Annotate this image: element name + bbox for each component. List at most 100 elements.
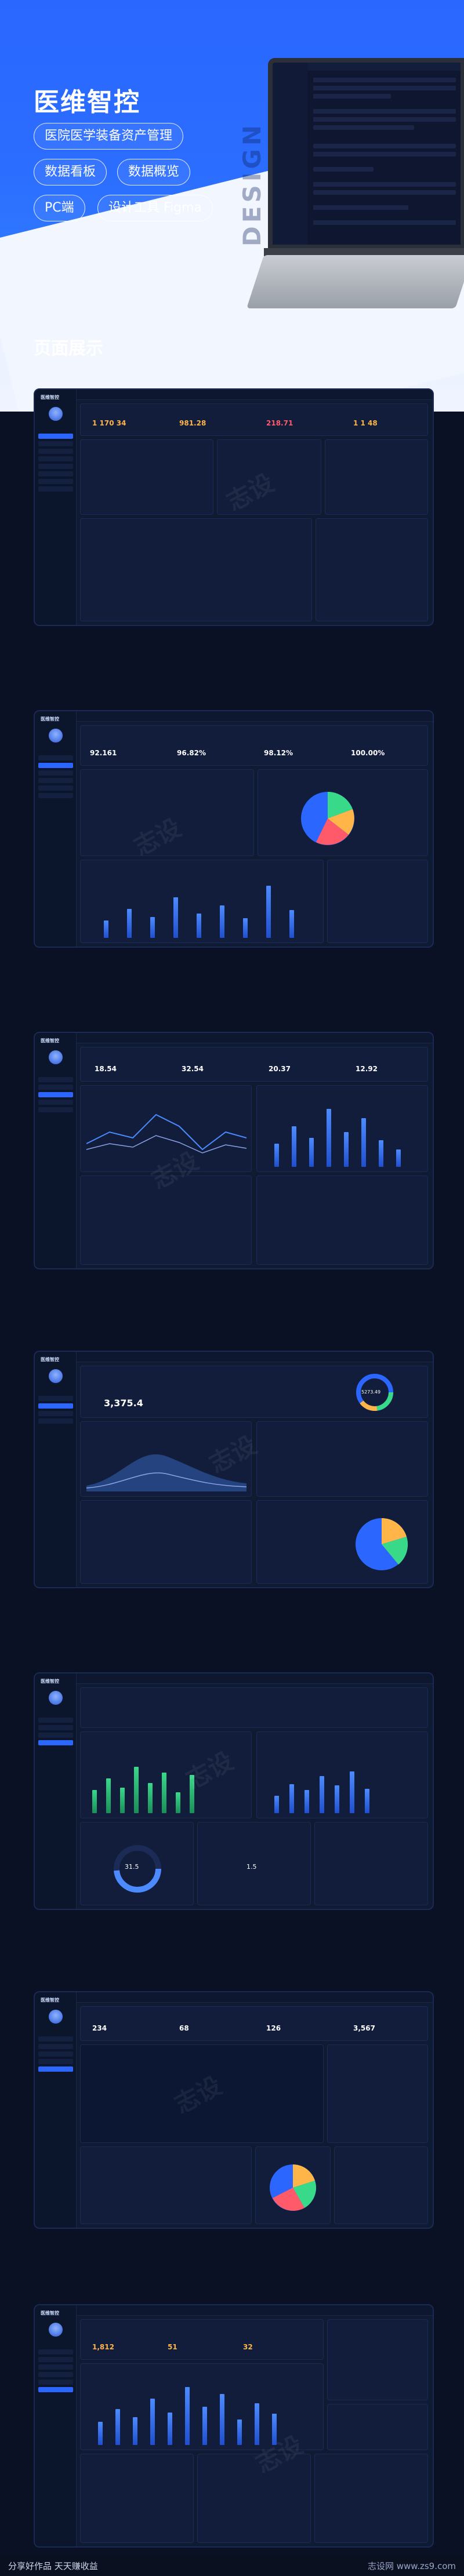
gauge-panel xyxy=(80,1500,252,1584)
screen-2: 医维智控 92.161 96.82% 98.12% 100.00% xyxy=(34,710,434,948)
menu-item[interactable] xyxy=(38,1396,73,1401)
topbar xyxy=(77,1673,433,1684)
menu-item[interactable] xyxy=(38,1092,73,1097)
avatar xyxy=(49,1050,63,1064)
kpi-value: 981.28 xyxy=(179,419,206,427)
panel xyxy=(334,2146,428,2224)
menu-item[interactable] xyxy=(38,1411,73,1416)
menu-item[interactable] xyxy=(38,1718,73,1723)
menu-item[interactable] xyxy=(38,1403,73,1409)
kpi-value: 92.161 xyxy=(90,749,117,757)
donut-chart xyxy=(356,1374,393,1411)
menu-item[interactable] xyxy=(38,1733,73,1738)
menu-item[interactable] xyxy=(38,456,73,461)
gauge-panel xyxy=(327,2044,428,2143)
kpi-value: 234 xyxy=(92,2024,107,2032)
pie-panel xyxy=(256,1500,428,1584)
menu-item[interactable] xyxy=(38,2036,73,2042)
kpi-value: 1,812 xyxy=(92,2343,114,2351)
panel xyxy=(314,1822,428,1905)
menu-item[interactable] xyxy=(38,486,73,492)
screen-6: 医维智控 234 68 126 3,567 志 xyxy=(34,1991,434,2229)
panel xyxy=(80,769,254,856)
menu-item[interactable] xyxy=(38,2387,73,2392)
kpi-value: 1 1 48 xyxy=(353,419,378,427)
panel xyxy=(314,2454,428,2543)
menu-item[interactable] xyxy=(38,770,73,776)
menu-item[interactable] xyxy=(38,1725,73,1730)
bar-chart-panel xyxy=(80,860,324,943)
topbar xyxy=(77,1992,433,2003)
hero-banner: 医维智控 医院医学装备资产管理 数据看板 数据概览 PC端 设计工具 Figma… xyxy=(0,0,464,412)
app-logo: 医维智控 xyxy=(41,716,59,722)
menu-item[interactable] xyxy=(38,2044,73,2049)
app-logo: 医维智控 xyxy=(41,395,59,400)
menu-item[interactable] xyxy=(38,2357,73,2362)
sidebar: 医维智控 xyxy=(35,1033,77,1268)
hbar-panel xyxy=(256,1421,428,1497)
menu-item[interactable] xyxy=(38,1085,73,1090)
line-chart-panel xyxy=(80,1085,252,1172)
kpi-panel: 1 170 34 981.28 218.71 1 1 48 xyxy=(80,403,428,436)
area-chart xyxy=(86,1454,246,1491)
menu-item[interactable] xyxy=(38,2364,73,2370)
kpi-value: 18.54 xyxy=(95,1065,117,1073)
menu-item[interactable] xyxy=(38,778,73,783)
menu-item[interactable] xyxy=(38,2059,73,2064)
app-logo: 医维智控 xyxy=(41,1038,59,1043)
sidebar: 医维智控 xyxy=(35,390,77,625)
sidebar: 医维智控 xyxy=(35,2305,77,2546)
panel xyxy=(80,439,213,515)
kpi-value: 1 170 34 xyxy=(92,419,126,427)
panel xyxy=(80,1687,428,1728)
menu-item[interactable] xyxy=(38,2066,73,2072)
list-panel xyxy=(80,1176,252,1265)
badge-overview: 数据概览 xyxy=(117,159,191,185)
menu-item[interactable] xyxy=(38,434,73,439)
laptop-screen xyxy=(268,58,464,249)
panel xyxy=(80,518,312,621)
pie-chart xyxy=(270,2164,316,2211)
badge-asset-management: 医院医学装备资产管理 xyxy=(34,123,184,150)
kpi-value: 68 xyxy=(179,2024,189,2032)
avatar xyxy=(49,1691,63,1705)
menu-item[interactable] xyxy=(38,755,73,761)
badge-pc: PC端 xyxy=(34,195,85,221)
menu-item[interactable] xyxy=(38,1418,73,1424)
kpi-value: 20.37 xyxy=(269,1065,291,1073)
menu-item[interactable] xyxy=(38,2051,73,2057)
menu-item[interactable] xyxy=(38,479,73,484)
menu-item[interactable] xyxy=(38,1740,73,1745)
menu-item[interactable] xyxy=(38,763,73,768)
sidebar: 医维智控 xyxy=(35,1992,77,2228)
kpi-value: 12.92 xyxy=(356,1065,378,1073)
menu-item[interactable] xyxy=(38,1077,73,1082)
kpi-value: 218.71 xyxy=(266,419,293,427)
map-panel xyxy=(80,2044,324,2143)
panel xyxy=(327,2319,428,2400)
menu-item[interactable] xyxy=(38,441,73,446)
menu-item[interactable] xyxy=(38,2372,73,2377)
topbar xyxy=(77,390,433,400)
menu-item[interactable] xyxy=(38,785,73,791)
screen-1: 医维智控 1 170 34 981.28 218.71 1 1 48 志设 xyxy=(34,388,434,626)
menu-item[interactable] xyxy=(38,793,73,798)
kpi-value: 100.00% xyxy=(351,749,385,757)
menu-item[interactable] xyxy=(38,2349,73,2355)
screen-4: 医维智控 3,375.4 5273.49 xyxy=(34,1351,434,1588)
menu-item[interactable] xyxy=(38,2379,73,2385)
sidebar: 医维智控 xyxy=(35,1673,77,1909)
list-panel xyxy=(256,1176,428,1265)
kpi-panel: 92.161 96.82% 98.12% 100.00% xyxy=(80,725,428,766)
kpi-value: 126 xyxy=(266,2024,281,2032)
kpi-value: 3,567 xyxy=(353,2024,375,2032)
menu-item[interactable] xyxy=(38,449,73,454)
laptop-hinge xyxy=(264,248,464,256)
menu-item[interactable] xyxy=(38,1107,73,1112)
menu-item[interactable] xyxy=(38,464,73,469)
gauge-value: 31.5 xyxy=(125,1863,139,1871)
gauge-panel xyxy=(80,2454,194,2543)
menu-item[interactable] xyxy=(38,471,73,476)
hero-title: 医维智控 xyxy=(34,88,140,117)
menu-item[interactable] xyxy=(38,1100,73,1105)
